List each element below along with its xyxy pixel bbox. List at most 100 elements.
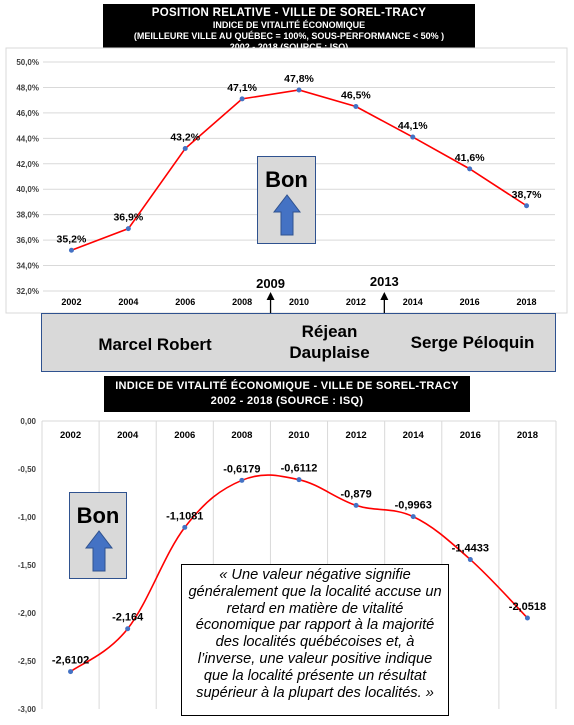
top-x-tick-label: 2018	[517, 297, 537, 307]
top-data-label: 47,1%	[227, 82, 257, 94]
bottom-y-tick-label: -2,50	[18, 657, 37, 666]
bottom-x-tick-label: 2006	[174, 430, 195, 441]
bottom-chart-series	[68, 474, 530, 675]
bottom-data-point	[182, 524, 188, 530]
top-y-tick-label: 32,0%	[16, 287, 39, 296]
mayor-change-arrow-head	[266, 292, 275, 300]
bottom-data-point	[410, 514, 416, 520]
bottom-chart-title: INDICE DE VITALITÉ ÉCONOMIQUE - VILLE DE…	[104, 376, 470, 412]
top-data-label: 36,9%	[113, 212, 143, 224]
bottom-bon-label: Bon	[76, 503, 120, 528]
top-bon-label: Bon	[265, 167, 308, 192]
mayor-change-year-label: 2013	[370, 274, 399, 289]
top-up-arrow-icon	[272, 194, 302, 236]
bottom-data-label: -2,0518	[509, 601, 546, 613]
top-chart-x-ticks: 2002 2004 2006 2008 2010 2012 2014 2016 2018	[61, 297, 536, 307]
bottom-y-tick-label: -3,00	[18, 705, 37, 714]
top-data-label: 47,8%	[284, 73, 314, 85]
top-x-tick-label: 2002	[61, 297, 81, 307]
top-y-tick-label: 46,0%	[16, 109, 39, 118]
top-data-point	[125, 226, 131, 232]
bottom-data-label: -0,6179	[223, 463, 260, 475]
bottom-data-label: -0,6112	[281, 463, 318, 475]
top-title-line3: (MEILLEURE VILLE AU QUÉBEC = 100%, SOUS-…	[133, 31, 445, 41]
bottom-x-tick-label: 2016	[460, 430, 481, 441]
top-chart-data-labels: 35,2% 36,9% 43,2% 47,1% 47,8% 46,5% 44,1% 41,6%…	[57, 73, 542, 372]
top-y-tick-label: 48,0%	[16, 83, 39, 92]
top-x-tick-label: 2016	[460, 297, 480, 307]
bottom-title-line1: INDICE DE VITALITÉ ÉCONOMIQUE - VILLE DE…	[115, 380, 459, 392]
top-data-label: 46,5%	[341, 90, 371, 102]
bottom-data-point	[125, 626, 131, 632]
top-title-line2: INDICE DE VITALITÉ ÉCONOMIQUE	[212, 20, 366, 30]
top-chart-y-ticks: 32,0% 34,0% 36,0% 38,0% 40,0% 42,0% 44,0% 46,0%…	[16, 58, 39, 296]
bottom-data-point	[68, 669, 74, 675]
bottom-x-tick-label: 2014	[403, 430, 425, 441]
top-data-point	[68, 247, 74, 253]
top-data-point	[353, 104, 359, 110]
mayor-rejean-dauplaise: Réjean Dauplaise	[289, 322, 370, 362]
top-x-tick-label: 2008	[232, 297, 252, 307]
top-data-point	[239, 96, 245, 102]
top-y-tick-label: 38,0%	[16, 211, 39, 220]
bottom-chart-y-ticks: 0,00 -0,50 -1,00 -1,50 -2,00 -2,50 -3,00	[18, 417, 37, 714]
bottom-data-point	[239, 477, 245, 483]
bottom-data-label: -0,879	[341, 488, 372, 500]
bottom-data-label: -2,6102	[52, 655, 89, 667]
top-y-tick-label: 50,0%	[16, 58, 39, 67]
bottom-y-tick-label: -1,00	[18, 513, 37, 522]
top-data-point	[182, 146, 188, 152]
top-data-point	[467, 166, 473, 172]
bottom-y-tick-label: -1,50	[18, 561, 37, 570]
top-data-point	[296, 87, 302, 93]
top-y-tick-label: 36,0%	[16, 236, 39, 245]
bottom-y-tick-label: 0,00	[20, 417, 36, 426]
bottom-x-tick-label: 2018	[517, 430, 538, 441]
bottom-data-label: -1,4433	[452, 543, 489, 555]
top-chart-series	[68, 87, 530, 253]
mayor-marcel-robert: Marcel Robert	[98, 335, 212, 354]
top-data-label: 43,2%	[170, 132, 200, 144]
top-y-tick-label: 42,0%	[16, 160, 39, 169]
explanation-quote: « Une valeur négative signifie généralem…	[181, 564, 449, 716]
top-data-label: 41,6%	[455, 152, 485, 164]
bottom-data-point	[296, 477, 302, 483]
bottom-x-tick-label: 2008	[231, 430, 252, 441]
top-x-tick-label: 2014	[403, 297, 423, 307]
top-y-tick-label: 44,0%	[16, 134, 39, 143]
mayor-change-year-label: 2009	[256, 276, 285, 291]
top-data-label: 38,7%	[512, 189, 542, 201]
mayor-change-arrow-head	[380, 292, 389, 300]
top-data-label: 44,1%	[398, 120, 428, 132]
bottom-x-tick-label: 2010	[288, 430, 309, 441]
top-data-point	[410, 134, 416, 140]
bottom-data-label: -0,9963	[395, 500, 432, 512]
top-data-label: 35,2%	[57, 233, 87, 245]
top-bon-badge: Bon	[257, 156, 316, 244]
bottom-data-label: -2,164	[112, 612, 144, 624]
top-x-tick-label: 2010	[289, 297, 309, 307]
bottom-y-tick-label: -0,50	[18, 465, 37, 474]
bottom-chart-x-ticks: 2002 2004 2006 2008 2010 2012 2014 2016 2018	[60, 430, 538, 441]
bottom-data-point	[524, 615, 530, 621]
bottom-y-tick-label: -2,00	[18, 609, 37, 618]
top-y-tick-label: 40,0%	[16, 185, 39, 194]
top-title-line4: 2002 - 2018 (SOURCE : ISQ)	[229, 42, 349, 52]
top-data-point	[524, 203, 530, 209]
top-x-tick-label: 2006	[175, 297, 195, 307]
bottom-x-tick-label: 2012	[346, 430, 367, 441]
mayor-timeline-bar	[41, 313, 556, 372]
top-title-line1: POSITION RELATIVE - VILLE DE SOREL-TRACY	[151, 7, 427, 19]
bottom-x-tick-label: 2002	[60, 430, 81, 441]
bottom-chart-data-labels: -2,6102 -2,164 -1,1081 -0,6179 -0,6112 -0,879…	[52, 463, 546, 667]
bottom-up-arrow-icon	[84, 530, 114, 572]
bottom-title-line2: 2002 - 2018 (SOURCE : ISQ)	[210, 395, 364, 407]
bottom-data-point	[353, 502, 359, 508]
top-x-tick-label: 2004	[118, 297, 138, 307]
mayor-serge-peloquin: Serge Péloquin	[410, 333, 535, 352]
bottom-x-tick-label: 2004	[117, 430, 139, 441]
top-y-tick-label: 34,0%	[16, 262, 39, 271]
bottom-data-label: -1,1081	[166, 510, 203, 522]
bottom-bon-badge: Bon	[69, 492, 127, 579]
bottom-data-point	[467, 557, 473, 563]
